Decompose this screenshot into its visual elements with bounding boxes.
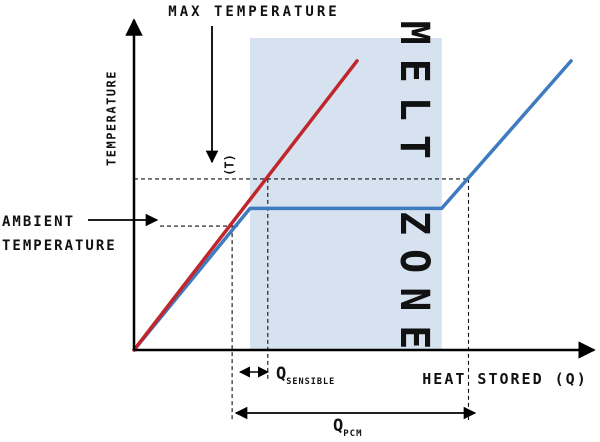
q-pcm-sub: PCM xyxy=(343,429,362,439)
ambient-label-line2: TEMPERATURE xyxy=(2,238,117,254)
q-pcm-main: Q xyxy=(333,416,343,436)
q-sensible-label: QSENSIBLE xyxy=(276,364,335,387)
max-temperature-label: MAX TEMPERATURE xyxy=(168,4,339,20)
y-axis-label: TEMPERATURE xyxy=(105,70,119,166)
q-sensible-main: Q xyxy=(276,364,286,384)
x-axis-label: HEAT STORED (Q) xyxy=(422,370,587,388)
melt-zone-label: MELT ZONE xyxy=(391,21,437,364)
t-marker-label: (T) xyxy=(223,154,237,176)
series-group xyxy=(132,59,573,352)
series-line-1 xyxy=(132,59,359,352)
q-sensible-sub: SENSIBLE xyxy=(286,377,335,387)
ambient-label-line1: AMBIENT xyxy=(2,214,75,230)
guide-lines xyxy=(134,178,470,420)
melt-zone-band xyxy=(249,38,442,350)
series-line-2 xyxy=(132,59,573,352)
q-pcm-label: QPCM xyxy=(333,416,363,439)
